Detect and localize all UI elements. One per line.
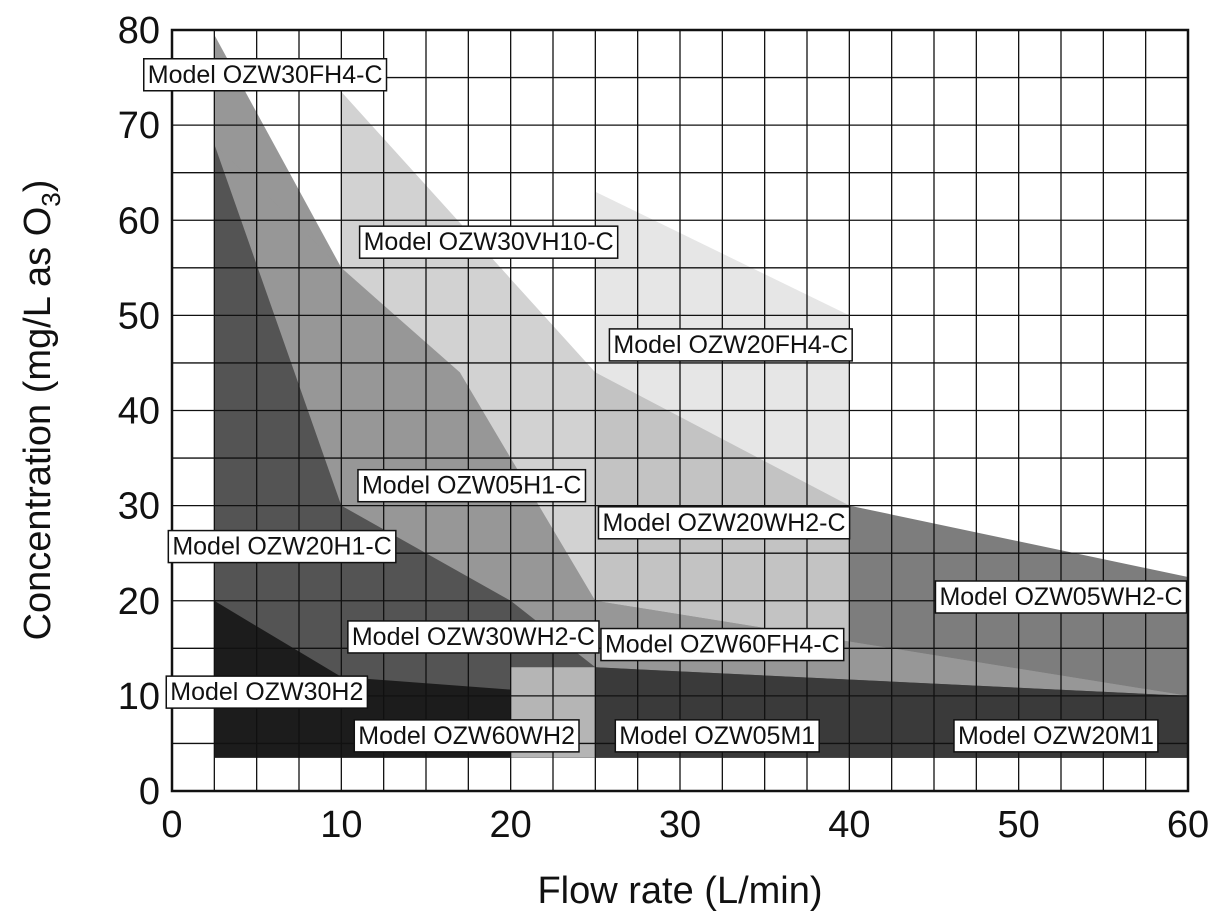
model-label: Model OZW30WH2-C — [347, 620, 600, 654]
y-tick-label: 70 — [118, 105, 160, 147]
model-label-box — [167, 529, 397, 564]
model-label: Model OZW20H1-C — [167, 529, 397, 564]
model-label: Model OZW30H2 — [165, 675, 369, 709]
model-label-text: Model OZW60FH4-C — [605, 631, 840, 659]
x-tick-label: 40 — [828, 804, 870, 846]
model-label-text: Model OZW30FH4-C — [148, 61, 383, 89]
y-tick-label: 30 — [118, 486, 160, 528]
model-label-text: Model OZW20FH4-C — [613, 331, 848, 359]
model-label-box — [347, 620, 600, 654]
y-tick-label: 80 — [118, 10, 160, 52]
y-tick-label: 0 — [139, 771, 160, 813]
model-label-box — [597, 506, 851, 540]
model-label-text: Model OZW20WH2-C — [602, 509, 845, 537]
x-tick-label: 60 — [1167, 804, 1209, 846]
model-label-box — [165, 675, 369, 709]
y-tick-label: 60 — [118, 200, 160, 242]
model-labels: Model OZW05WH2-C Model OZW20FH4-C Model OZ… — [143, 58, 1188, 753]
model-label: Model OZW05H1-C — [357, 468, 587, 503]
model-label-text: Model OZW30H2 — [170, 678, 363, 706]
x-tick-label: 30 — [659, 804, 701, 846]
model-label: Model OZW05WH2-C — [934, 580, 1188, 614]
model-label: Model OZW60WH2 — [353, 719, 580, 753]
plot-frame — [170, 28, 1190, 793]
model-label-text: Model OZW20M1 — [958, 722, 1154, 750]
region-12 — [214, 600, 596, 758]
model-label-text: Model OZW05H1-C — [362, 472, 582, 500]
x-tick-label: 0 — [161, 804, 182, 846]
model-label-box — [600, 627, 845, 662]
y-tick-label: 40 — [118, 391, 160, 433]
model-label: Model OZW30VH10-C — [358, 225, 619, 259]
x-tick-label: 10 — [320, 804, 362, 846]
region-8 — [214, 144, 511, 601]
y-axis-title-main: Concentration (mg/L as O — [17, 207, 59, 641]
model-label-text: Model OZW30VH10-C — [364, 228, 614, 256]
model-label: Model OZW05M1 — [614, 719, 820, 753]
y-tick-label: 50 — [118, 295, 160, 337]
model-label: Model OZW20FH4-C — [608, 328, 853, 362]
model-label-box — [353, 719, 580, 753]
model-label-text: Model OZW05WH2-C — [939, 583, 1182, 611]
model-label: Model OZW20WH2-C — [597, 506, 851, 540]
x-tick-label: 20 — [490, 804, 532, 846]
y-tick-label: 10 — [118, 676, 160, 718]
x-axis-title: Flow rate (L/min) — [537, 870, 822, 912]
y-axis-title: Concentration (mg/L as O3) — [17, 180, 66, 641]
model-label-box — [357, 468, 587, 503]
x-tick-label: 50 — [998, 804, 1040, 846]
model-label: Model OZW30FH4-C — [143, 58, 388, 92]
y-axis-title-subscript: 3 — [36, 192, 66, 206]
y-tick-label: 20 — [118, 581, 160, 623]
y-axis-ticks: 0 10 20 30 40 50 60 70 80 — [118, 10, 160, 813]
model-label-text: Model OZW30WH2-C — [352, 623, 595, 651]
model-label-text: Model OZW60WH2 — [358, 722, 575, 750]
model-label-text: Model OZW05M1 — [619, 722, 815, 750]
y-axis-title-tail: ) — [17, 180, 59, 193]
model-label: Model OZW20M1 — [953, 719, 1159, 753]
model-label-text: Model OZW20H1-C — [172, 533, 392, 561]
model-label-box — [614, 719, 820, 753]
model-label-box — [358, 225, 619, 259]
model-label: Model OZW60FH4-C — [600, 627, 845, 662]
model-label-box — [953, 719, 1159, 753]
model-label-box — [934, 580, 1188, 614]
model-label-box — [143, 58, 388, 92]
model-label-box — [608, 328, 853, 362]
x-axis-ticks: 0 10 20 30 40 50 60 — [161, 804, 1209, 846]
